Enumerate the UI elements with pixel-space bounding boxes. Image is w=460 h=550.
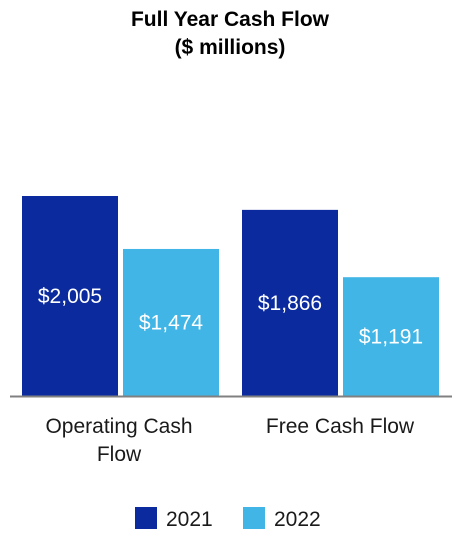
legend: 2021 2022 [135,507,321,531]
chart-subtitle-line: ($ millions) [175,36,286,59]
bar-2022-0 [123,248,219,396]
category-labels: Operating Cash Flow Free Cash Flow [45,415,414,466]
data-label-2022-0: $1,474 [139,311,204,334]
legend-swatch-2021 [135,507,157,529]
data-label-2021-0: $2,005 [38,285,102,308]
legend-swatch-2022 [243,507,265,529]
legend-label-2021: 2021 [166,508,213,531]
chart-title: Full Year Cash Flow ($ millions) [131,8,330,59]
data-labels: $2,005 $1,474 $1,866 $1,191 [38,285,423,349]
category-label-0: Flow [97,443,142,466]
bar-2021-1 [242,209,338,396]
data-label-2022-1: $1,191 [359,326,423,349]
data-label-2021-1: $1,866 [258,292,322,315]
category-label-1: Free Cash Flow [266,415,415,438]
chart-title-line: Full Year Cash Flow [131,8,330,31]
category-label-0: Operating Cash [45,415,192,438]
legend-label-2022: 2022 [274,508,321,531]
bars [22,196,439,396]
bar-2021-0 [22,196,118,396]
bar-2022-1 [343,277,439,396]
